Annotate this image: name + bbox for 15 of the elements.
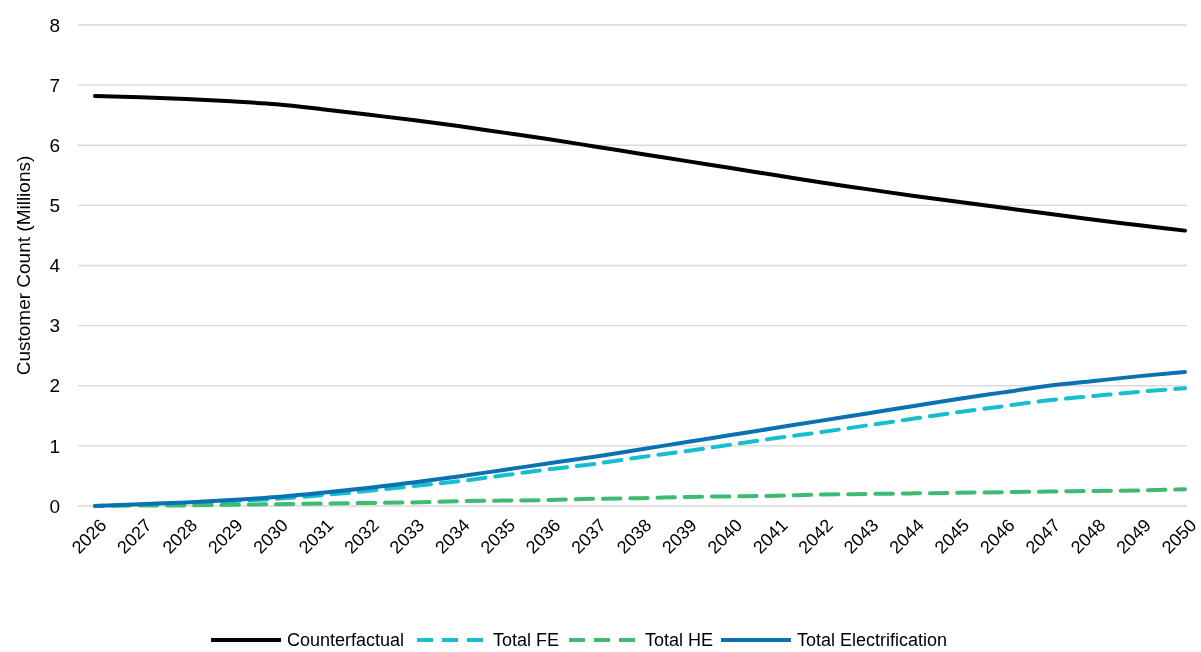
y-tick-label: 8: [49, 14, 60, 36]
legend-label: Total HE: [645, 630, 714, 651]
legend-label: Total Electrification: [797, 630, 948, 651]
y-tick-label: 7: [49, 74, 60, 96]
legend-label: Total FE: [493, 630, 560, 651]
y-tick-label: 3: [49, 315, 60, 337]
y-axis-title: Customer Count (Millions): [13, 155, 34, 376]
y-tick-label: 6: [49, 134, 60, 156]
y-tick-label: 1: [49, 435, 60, 457]
y-tick-label: 0: [49, 495, 60, 517]
line-series: [93, 93, 1187, 233]
y-tick-label: 4: [49, 255, 61, 277]
y-tick-label: 2: [49, 375, 60, 397]
legend-label: Counterfactual: [287, 630, 405, 651]
y-tick-label: 5: [49, 195, 60, 217]
